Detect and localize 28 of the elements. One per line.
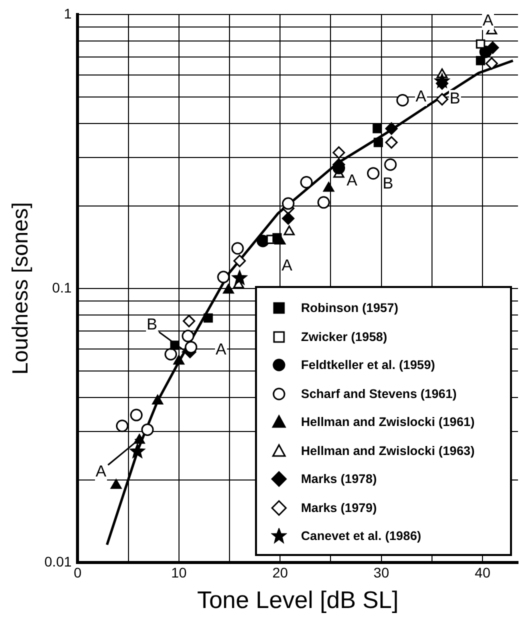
legend-label: Hellman and Zwislocki (1961) xyxy=(301,415,475,430)
annotation: A xyxy=(416,88,427,106)
annotation: A xyxy=(216,341,227,358)
y-axis-title: Loudness [sones] xyxy=(7,202,32,375)
annotation: A xyxy=(96,463,107,480)
legend-label: Feldtkeller et al. (1959) xyxy=(301,358,436,372)
y-tick-label: 0.01 xyxy=(44,553,72,570)
annotation: B xyxy=(382,175,394,192)
legend-label: Marks (1978) xyxy=(301,472,377,486)
legend-label: Zwicker (1958) xyxy=(301,330,388,344)
legend-label: Canevet et al. (1986) xyxy=(301,529,422,544)
legend-label: Scharf and Stevens (1961) xyxy=(301,386,457,401)
y-tick-label: 1 xyxy=(64,5,72,22)
y-tick-label: 0.1 xyxy=(52,279,72,296)
legend-label: Hellman and Zwislocki (1963) xyxy=(301,444,475,458)
x-tick-label: 30 xyxy=(374,564,390,581)
legend-label: Marks (1979) xyxy=(301,500,377,515)
x-tick-label: 0 xyxy=(74,564,82,581)
x-tick-label: 10 xyxy=(171,564,187,581)
x-tick-label: 20 xyxy=(272,564,288,581)
annotation: A xyxy=(346,172,358,190)
annotation: B xyxy=(146,316,158,334)
x-axis-title: Tone Level [dB SL] xyxy=(197,587,399,614)
annotation: B xyxy=(450,90,460,108)
annotation: A xyxy=(482,12,494,30)
legend-label: Robinson (1957) xyxy=(301,301,398,316)
x-tick-label: 40 xyxy=(474,564,491,581)
annotation: A xyxy=(282,257,293,274)
